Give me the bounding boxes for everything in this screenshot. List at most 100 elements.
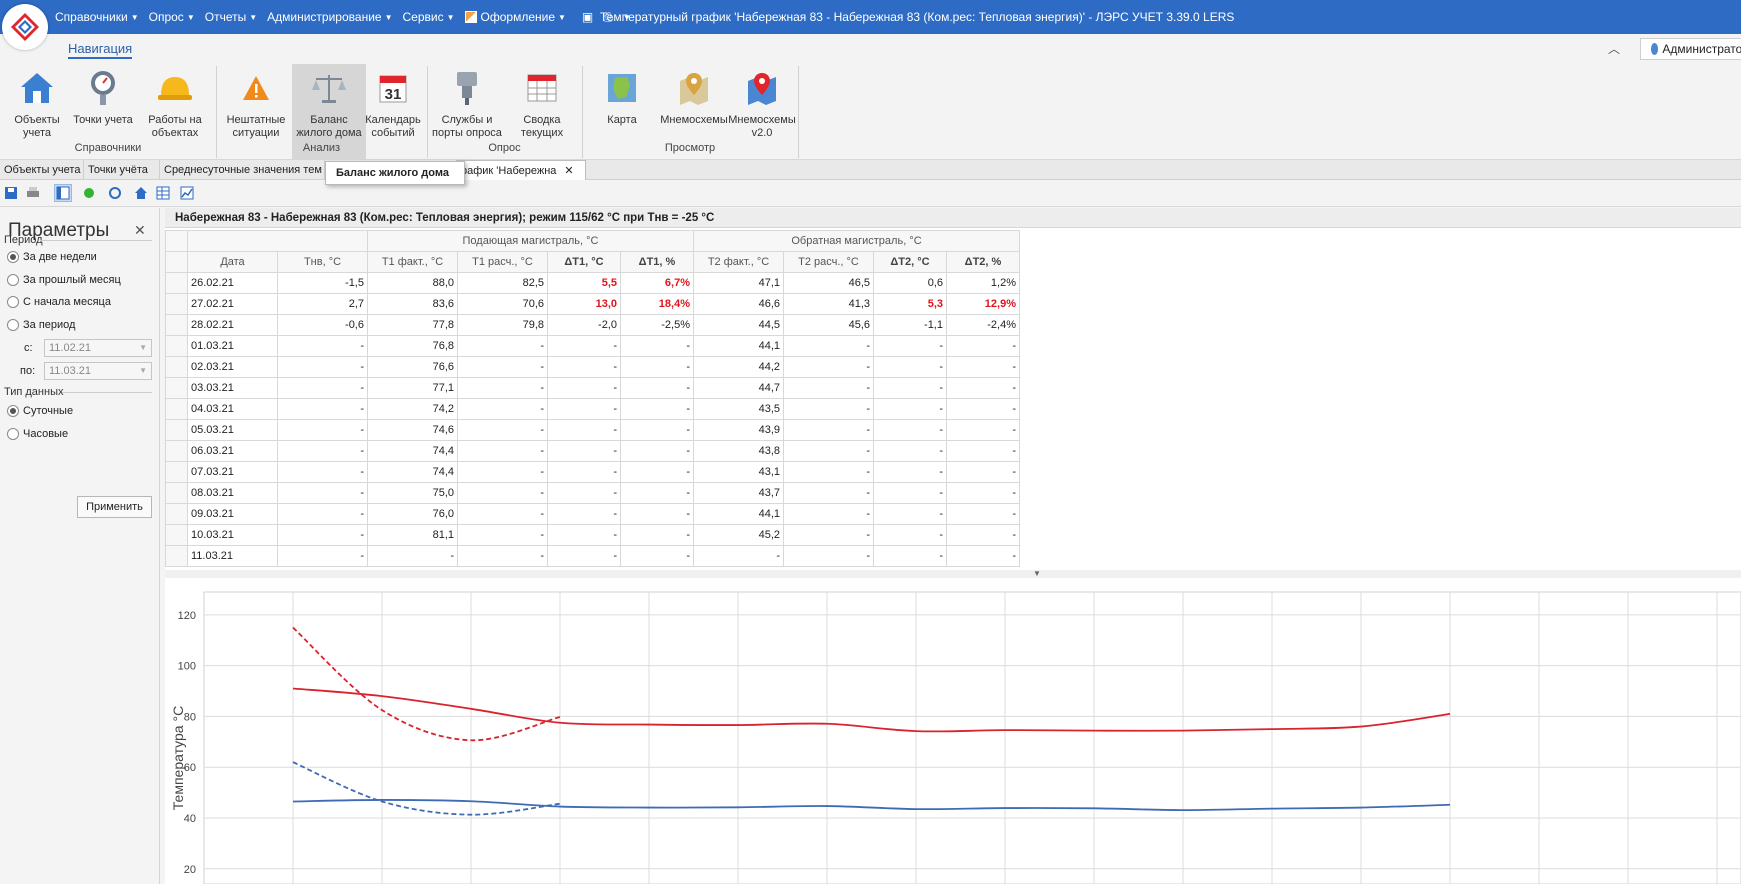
tab-objects[interactable]: Объекты учета	[0, 160, 84, 180]
row-header[interactable]	[165, 440, 188, 462]
column-header[interactable]: Т2 расч., °С	[783, 251, 874, 273]
row-header[interactable]	[165, 272, 188, 294]
table-row[interactable]: 27.02.21 2,7 83,6 70,6 13,0 18,4% 46,6 41,3 5,3 1…	[165, 293, 1020, 315]
data-type-label: Тип данных	[4, 386, 64, 398]
column-header[interactable]: ΔТ1, %	[620, 251, 694, 273]
map-button[interactable]: Карта	[585, 64, 659, 164]
table-row[interactable]: 26.02.21 -1,5 88,0 82,5 5,5 6,7% 47,1 46,5 0,6 1,…	[165, 272, 1020, 294]
user-button[interactable]: Администратор	[1640, 38, 1741, 60]
row-header[interactable]	[165, 419, 188, 441]
table-cell: 08.03.21	[187, 482, 278, 504]
window-title: Температурный график 'Набережная 83 - На…	[600, 10, 1235, 24]
table-cell: 1,2%	[946, 272, 1020, 294]
customize-qat-icon[interactable]: ▼	[622, 12, 631, 22]
splitter[interactable]: ▼	[165, 570, 1741, 578]
table-row[interactable]: 01.03.21-76,8- - -44,1- - -	[165, 335, 1020, 357]
column-header[interactable]: ΔТ2, %	[946, 251, 1020, 273]
menu-administration[interactable]: Администрирование ▼	[267, 10, 393, 24]
refresh-icon[interactable]	[106, 184, 124, 202]
table-view-icon[interactable]	[154, 184, 172, 202]
row-header[interactable]	[165, 398, 188, 420]
table-row[interactable]: 04.03.21-74,2- - -43,5- - -	[165, 398, 1020, 420]
table-cell: 43,7	[693, 482, 784, 504]
table-cell: -	[277, 377, 368, 399]
points-button[interactable]: Точки учета	[66, 64, 140, 164]
status-green-icon[interactable]	[80, 184, 98, 202]
radio-last-month[interactable]: За прошлый месяц	[7, 274, 121, 286]
menu-appearance[interactable]: Оформление ▼	[460, 10, 571, 24]
row-header[interactable]	[165, 482, 188, 504]
house-balance-button[interactable]: Баланс жилого дома	[292, 64, 366, 164]
gauge-icon	[83, 68, 123, 108]
row-header[interactable]	[165, 335, 188, 357]
chart-view-icon[interactable]	[178, 184, 196, 202]
tab-navigation[interactable]: Навигация	[68, 41, 133, 59]
radio-hourly[interactable]: Часовые	[7, 428, 68, 440]
from-date-field[interactable]: 11.02.21 ▼	[44, 339, 152, 357]
table-row[interactable]: 07.03.21-74,4- - -43,1- - -	[165, 461, 1020, 483]
radio-custom-period[interactable]: За период	[7, 319, 75, 331]
to-date-field[interactable]: 11.03.21 ▼	[44, 362, 152, 380]
table-row[interactable]: 09.03.21-76,0- - -44,1- - -	[165, 503, 1020, 525]
print-icon[interactable]	[24, 184, 42, 202]
column-header[interactable]: Т2 факт., °С	[693, 251, 784, 273]
row-header[interactable]	[165, 545, 188, 567]
table-cell: 46,6	[693, 293, 784, 315]
apply-button[interactable]: Применить	[77, 496, 152, 518]
menu-references[interactable]: Справочники ▼	[55, 10, 139, 24]
panel-toggle-icon[interactable]	[54, 184, 72, 202]
tab-temperature-graph[interactable]: рафик 'Набережна ✕	[456, 160, 586, 180]
save-icon[interactable]	[2, 184, 20, 202]
table-row[interactable]: 11.03.21- - - - - - - - -	[165, 545, 1020, 567]
column-header[interactable]: Т1 расч., °С	[457, 251, 548, 273]
row-header[interactable]	[165, 356, 188, 378]
table-row[interactable]: 28.02.21 -0,6 77,8 79,8 -2,0 -2,5% 44,5 45,6 -1,…	[165, 314, 1020, 336]
poll-services-button[interactable]: Службы и порты опроса	[430, 64, 504, 164]
incidents-button[interactable]: Нештатные ситуации	[219, 64, 293, 164]
group-separator	[216, 66, 217, 158]
row-header[interactable]	[165, 377, 188, 399]
row-header[interactable]	[165, 461, 188, 483]
mnemo-button[interactable]: Мнемосхемы	[657, 64, 731, 164]
objects-button[interactable]: Объекты учета	[0, 64, 74, 164]
row-header[interactable]	[165, 293, 188, 315]
menu-reports[interactable]: Отчеты ▼	[204, 10, 258, 24]
column-header[interactable]: Т1 факт., °С	[367, 251, 458, 273]
tab-points[interactable]: Точки учёта	[84, 160, 160, 180]
table-row[interactable]: 06.03.21-74,4- - -43,8- - -	[165, 440, 1020, 462]
radio-two-weeks[interactable]: За две недели	[7, 251, 97, 263]
column-header[interactable]: ΔТ1, °С	[547, 251, 621, 273]
row-header[interactable]	[165, 503, 188, 525]
row-header[interactable]	[165, 524, 188, 546]
radio-daily[interactable]: Суточные	[7, 405, 73, 417]
tab-daily-temperatures[interactable]: Среднесуточные значения тем	[160, 160, 325, 180]
radio-month-start[interactable]: С начала месяца	[7, 296, 111, 308]
column-header[interactable]: Дата	[187, 251, 278, 273]
app-logo[interactable]	[2, 4, 48, 50]
calendar-button[interactable]: 31 Календарь событий	[356, 64, 430, 164]
table-row[interactable]: 02.03.21-76,6- - -44,2- - -	[165, 356, 1020, 378]
save-all-icon[interactable]: ▣	[581, 10, 594, 24]
works-button[interactable]: Работы на объектах	[138, 64, 212, 164]
close-icon[interactable]: ✕	[134, 222, 146, 238]
print-icon[interactable]: ⎙	[603, 9, 613, 24]
row-header[interactable]	[165, 314, 188, 336]
table-row[interactable]: 08.03.21-75,0- - -43,7- - -	[165, 482, 1020, 504]
table-row[interactable]: 03.03.21-77,1- - -44,7- - -	[165, 377, 1020, 399]
close-icon[interactable]: ✕	[564, 165, 574, 177]
mnemo-v2-button[interactable]: Мнемосхемы v2.0	[725, 64, 799, 164]
table-row[interactable]: 05.03.21-74,6- - -43,9- - -	[165, 419, 1020, 441]
column-header[interactable]: Тнв, °С	[277, 251, 368, 273]
collapse-ribbon-icon[interactable]: ︿	[1608, 42, 1621, 56]
table-cell: -	[620, 524, 694, 546]
table-cell: -0,6	[277, 314, 368, 336]
menu-service[interactable]: Сервис ▼	[402, 10, 455, 24]
table-cell: -	[277, 482, 368, 504]
menu-polling[interactable]: Опрос ▼	[148, 10, 195, 24]
home-icon[interactable]	[132, 184, 150, 202]
table-cell: -	[873, 461, 947, 483]
table-row[interactable]: 10.03.21-81,1- - -45,2- - -	[165, 524, 1020, 546]
current-summary-button[interactable]: Сводка текущих	[505, 64, 579, 164]
column-header[interactable]: ΔТ2, °С	[873, 251, 947, 273]
table-cell: -	[277, 503, 368, 525]
